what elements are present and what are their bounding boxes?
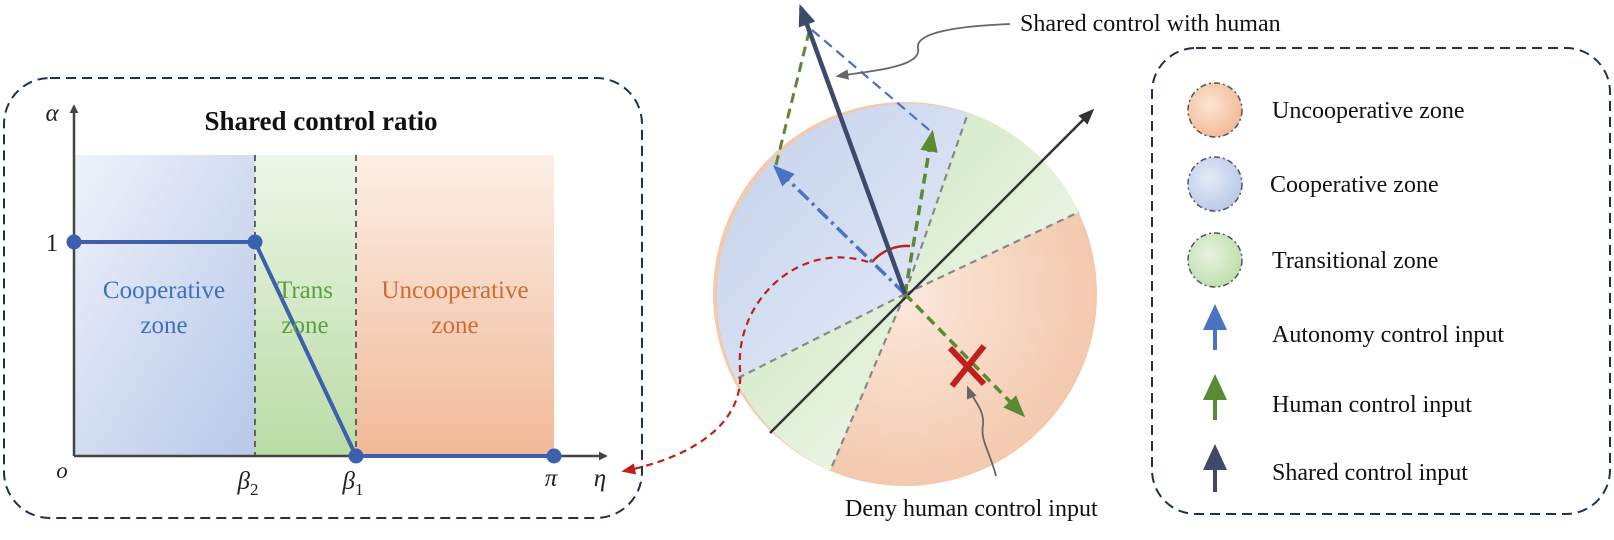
circle-diagram: Shared control with human Deny human con… bbox=[621, 3, 1281, 522]
deny-callout-leader bbox=[967, 385, 997, 477]
uncooperative-zone-swatch bbox=[1187, 82, 1243, 138]
legend-label-transitional: Transitional zone bbox=[1272, 248, 1438, 274]
legend-label-autonomy: Autonomy control input bbox=[1272, 322, 1504, 348]
parallelogram-edge bbox=[811, 29, 935, 135]
denied-human-input-arrow bbox=[903, 292, 1026, 418]
shared-control-input-arrow bbox=[798, 3, 908, 295]
legend-frame bbox=[1151, 47, 1611, 515]
x-tick-beta2: β2 bbox=[237, 468, 259, 499]
deny-cross-icon bbox=[947, 344, 987, 388]
ratio-point-beta2 bbox=[247, 234, 263, 250]
ratio-panel-frame bbox=[3, 77, 643, 519]
zone-label-uncoop-1: Uncooperative bbox=[381, 277, 528, 304]
transitional-zone-swatch bbox=[1187, 232, 1243, 288]
deny-callout-label: Deny human control input bbox=[845, 496, 1098, 522]
uncooperative-zone-fill bbox=[356, 155, 554, 456]
zone-boundary bbox=[904, 211, 1080, 295]
link-arrow-to-ratio bbox=[621, 256, 869, 475]
ratio-point-beta1 bbox=[348, 448, 364, 464]
zone-boundary bbox=[828, 293, 907, 472]
shared-callout-label: Shared control with human bbox=[1020, 11, 1281, 37]
origin-label: o bbox=[56, 458, 68, 483]
zone-label-coop-2: zone bbox=[140, 312, 187, 339]
legend-label-human: Human control input bbox=[1272, 392, 1472, 418]
transitional-zone-sector-upper bbox=[905, 113, 1079, 294]
legend-panel: Uncooperative zone Cooperative zone Tran… bbox=[1151, 47, 1611, 515]
legend-label-cooperative: Cooperative zone bbox=[1270, 172, 1439, 198]
x-tick-beta1: β1 bbox=[342, 468, 364, 499]
zone-label-coop-1: Cooperative bbox=[103, 277, 225, 304]
zone-label-trans-2: zone bbox=[281, 312, 328, 339]
ratio-panel: Shared control ratio α η o 1 β2 β1 π Coo… bbox=[3, 77, 643, 519]
shared-arrow-icon bbox=[1203, 444, 1227, 492]
ratio-title: Shared control ratio bbox=[205, 106, 438, 136]
autonomy-arrow-icon bbox=[1203, 304, 1227, 350]
zone-label-trans-1: Trans bbox=[277, 277, 333, 304]
ratio-point-origin-1 bbox=[66, 234, 82, 250]
x-axis-symbol: η bbox=[594, 465, 606, 492]
human-control-input-arrow bbox=[903, 129, 938, 295]
transitional-zone-fill bbox=[255, 155, 356, 456]
y-axis-symbol: α bbox=[45, 100, 59, 127]
cooperative-zone-fill bbox=[74, 155, 255, 456]
legend-label-uncooperative: Uncooperative zone bbox=[1272, 98, 1465, 124]
x-tick-pi: π bbox=[545, 465, 559, 492]
legend-label-shared: Shared control input bbox=[1272, 460, 1468, 486]
human-parallel-edge bbox=[774, 27, 812, 166]
ratio-point-pi bbox=[546, 448, 562, 464]
cooperative-zone-swatch bbox=[1187, 156, 1243, 212]
reference-direction bbox=[769, 108, 1095, 434]
zone-label-uncoop-2: zone bbox=[431, 312, 478, 339]
zone-boundary bbox=[903, 112, 970, 295]
zone-boundary bbox=[735, 293, 906, 380]
shared-callout-leader bbox=[835, 23, 1011, 80]
human-arrow-icon bbox=[1203, 374, 1227, 420]
ratio-curve bbox=[74, 240, 554, 458]
autonomy-control-input-arrow bbox=[772, 164, 907, 296]
y-tick-1: 1 bbox=[46, 230, 59, 257]
